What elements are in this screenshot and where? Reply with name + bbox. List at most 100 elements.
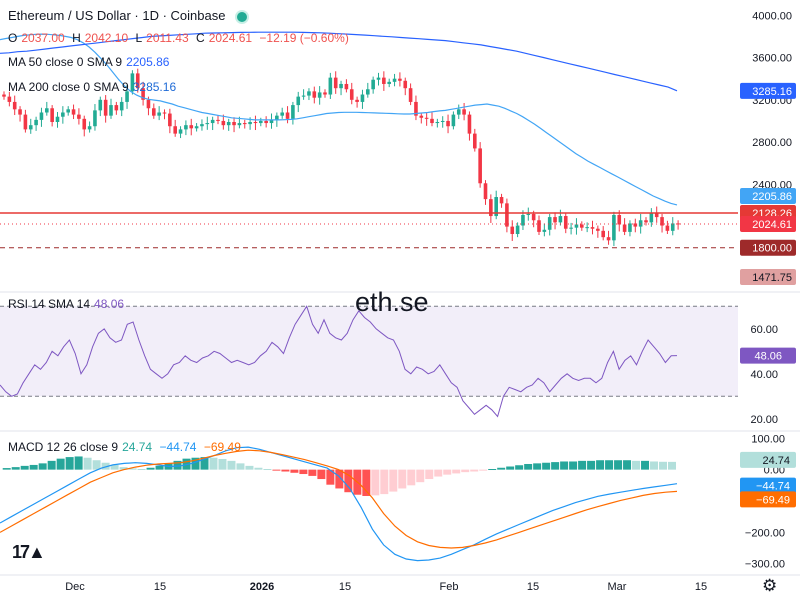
candle-body [622, 224, 627, 232]
macd-histogram-bar [389, 469, 398, 492]
ma50-value: 2205.86 [126, 55, 170, 69]
candle-body [55, 116, 60, 122]
candle-body [50, 108, 54, 122]
macd-histogram-bar [434, 469, 443, 477]
candle-body [462, 109, 466, 115]
macd-histogram-bar [191, 457, 200, 470]
candle-body [12, 101, 17, 110]
candle-body [178, 129, 183, 134]
candle-body [7, 96, 12, 102]
macd-histogram-bar [326, 469, 335, 485]
macd-histogram-bar [542, 462, 551, 470]
candle-body [45, 108, 49, 113]
macd-legend[interactable]: MACD 12 26 close 9 24.74 −44.74 −69.49 [8, 440, 245, 454]
macd-histogram-bar [524, 463, 533, 470]
macd-histogram-bar [218, 458, 227, 470]
macd-signal-value: −69.49 [203, 440, 241, 454]
candle-body [237, 123, 242, 126]
rsi-band-fill [0, 306, 738, 397]
ma200-line [0, 31, 678, 92]
macd-histogram-bar [290, 469, 299, 473]
candle-body [119, 101, 124, 111]
macd-label: MACD 12 26 close 9 [8, 440, 119, 454]
time-axis-tick: Mar [608, 581, 627, 593]
macd-histogram-bar [380, 469, 389, 495]
time-axis-tick: 15 [154, 581, 166, 593]
candle-body [194, 126, 199, 129]
candle-body [280, 112, 284, 116]
macd-histogram-bar [110, 464, 119, 470]
candle-body [98, 99, 103, 111]
candle-body [515, 225, 520, 234]
candle-body [242, 123, 247, 125]
macd-histogram-bar [479, 469, 488, 471]
ma50-label: MA 50 close 0 SMA 9 [8, 55, 123, 69]
candle-body [216, 119, 220, 121]
time-axis-tick: 15 [339, 581, 351, 593]
candle-body [275, 115, 279, 120]
candle-body [553, 217, 557, 223]
candle-body [259, 120, 263, 124]
tradingview-logo-icon[interactable]: 17▲ [12, 542, 46, 562]
macd-histogram-bar [173, 460, 182, 470]
candle-body [360, 94, 365, 102]
macd-value-label: −44.74 [756, 481, 790, 493]
candle-body [574, 224, 579, 228]
macd-axis-tick: 100.00 [751, 433, 785, 445]
price-label-bg [740, 239, 796, 256]
candle-body [505, 203, 509, 227]
candle-body [34, 119, 38, 126]
candle-body [483, 183, 488, 200]
macd-histogram-bar [605, 460, 614, 470]
symbol-legend: Ethereum / US Dollar · 1D · Coinbase [8, 8, 253, 24]
candle-body [77, 114, 81, 119]
candle-body [205, 123, 210, 125]
ma50-legend[interactable]: MA 50 close 0 SMA 9 2205.86 [8, 55, 173, 69]
open-label: O [8, 31, 18, 45]
rsi-legend[interactable]: RSI 14 SMA 14 48.06 [8, 297, 128, 311]
candle-body [109, 105, 113, 116]
candle-body [87, 126, 92, 130]
time-axis-tick: Dec [65, 581, 85, 593]
candle-body [419, 115, 424, 118]
candle-body [152, 108, 156, 116]
macd-histogram-bar [371, 469, 380, 496]
change-value: −12.19 (−0.60%) [259, 31, 349, 45]
candle-body [93, 110, 97, 127]
macd-histogram-bar [299, 469, 308, 475]
candle-body [2, 94, 6, 97]
open-value: 2037.00 [21, 31, 65, 45]
candle-body [184, 125, 188, 130]
macd-signal-line [0, 449, 678, 549]
macd-axis-tick: −300.00 [745, 559, 785, 571]
macd-histogram-bar [317, 469, 326, 480]
candle-body [590, 227, 595, 229]
price-label: 1800.00 [752, 243, 792, 255]
time-axis-tick: 2026 [250, 581, 274, 593]
macd-histogram-bar [623, 460, 632, 470]
candle-body [114, 105, 119, 111]
candle-body [424, 117, 429, 119]
settings-gear-icon[interactable]: ⚙ [762, 576, 778, 595]
macd-histogram-bar [452, 469, 461, 474]
rsi-value: 48.06 [94, 297, 125, 311]
candle-body [456, 109, 461, 115]
macd-histogram-bar [74, 456, 83, 470]
candle-body [296, 96, 301, 106]
ma200-legend[interactable]: MA 200 close 0 SMA 9 3285.16 [8, 80, 180, 94]
price-label-bg [740, 216, 796, 233]
candle-body [392, 78, 397, 82]
price-label-bg [740, 269, 796, 285]
ma50-line [0, 33, 678, 206]
macd-histogram-bar [308, 469, 317, 476]
candle-body [291, 105, 295, 119]
candle-body [333, 77, 338, 89]
macd-value-label: 24.74 [762, 455, 790, 467]
macd-histogram-bar [668, 461, 676, 470]
candle-body [649, 212, 654, 223]
candle-body [210, 119, 215, 124]
macd-value-label-bg [740, 477, 796, 494]
macd-histogram-bar [416, 469, 425, 483]
rsi-axis-tick: 40.00 [750, 369, 778, 381]
